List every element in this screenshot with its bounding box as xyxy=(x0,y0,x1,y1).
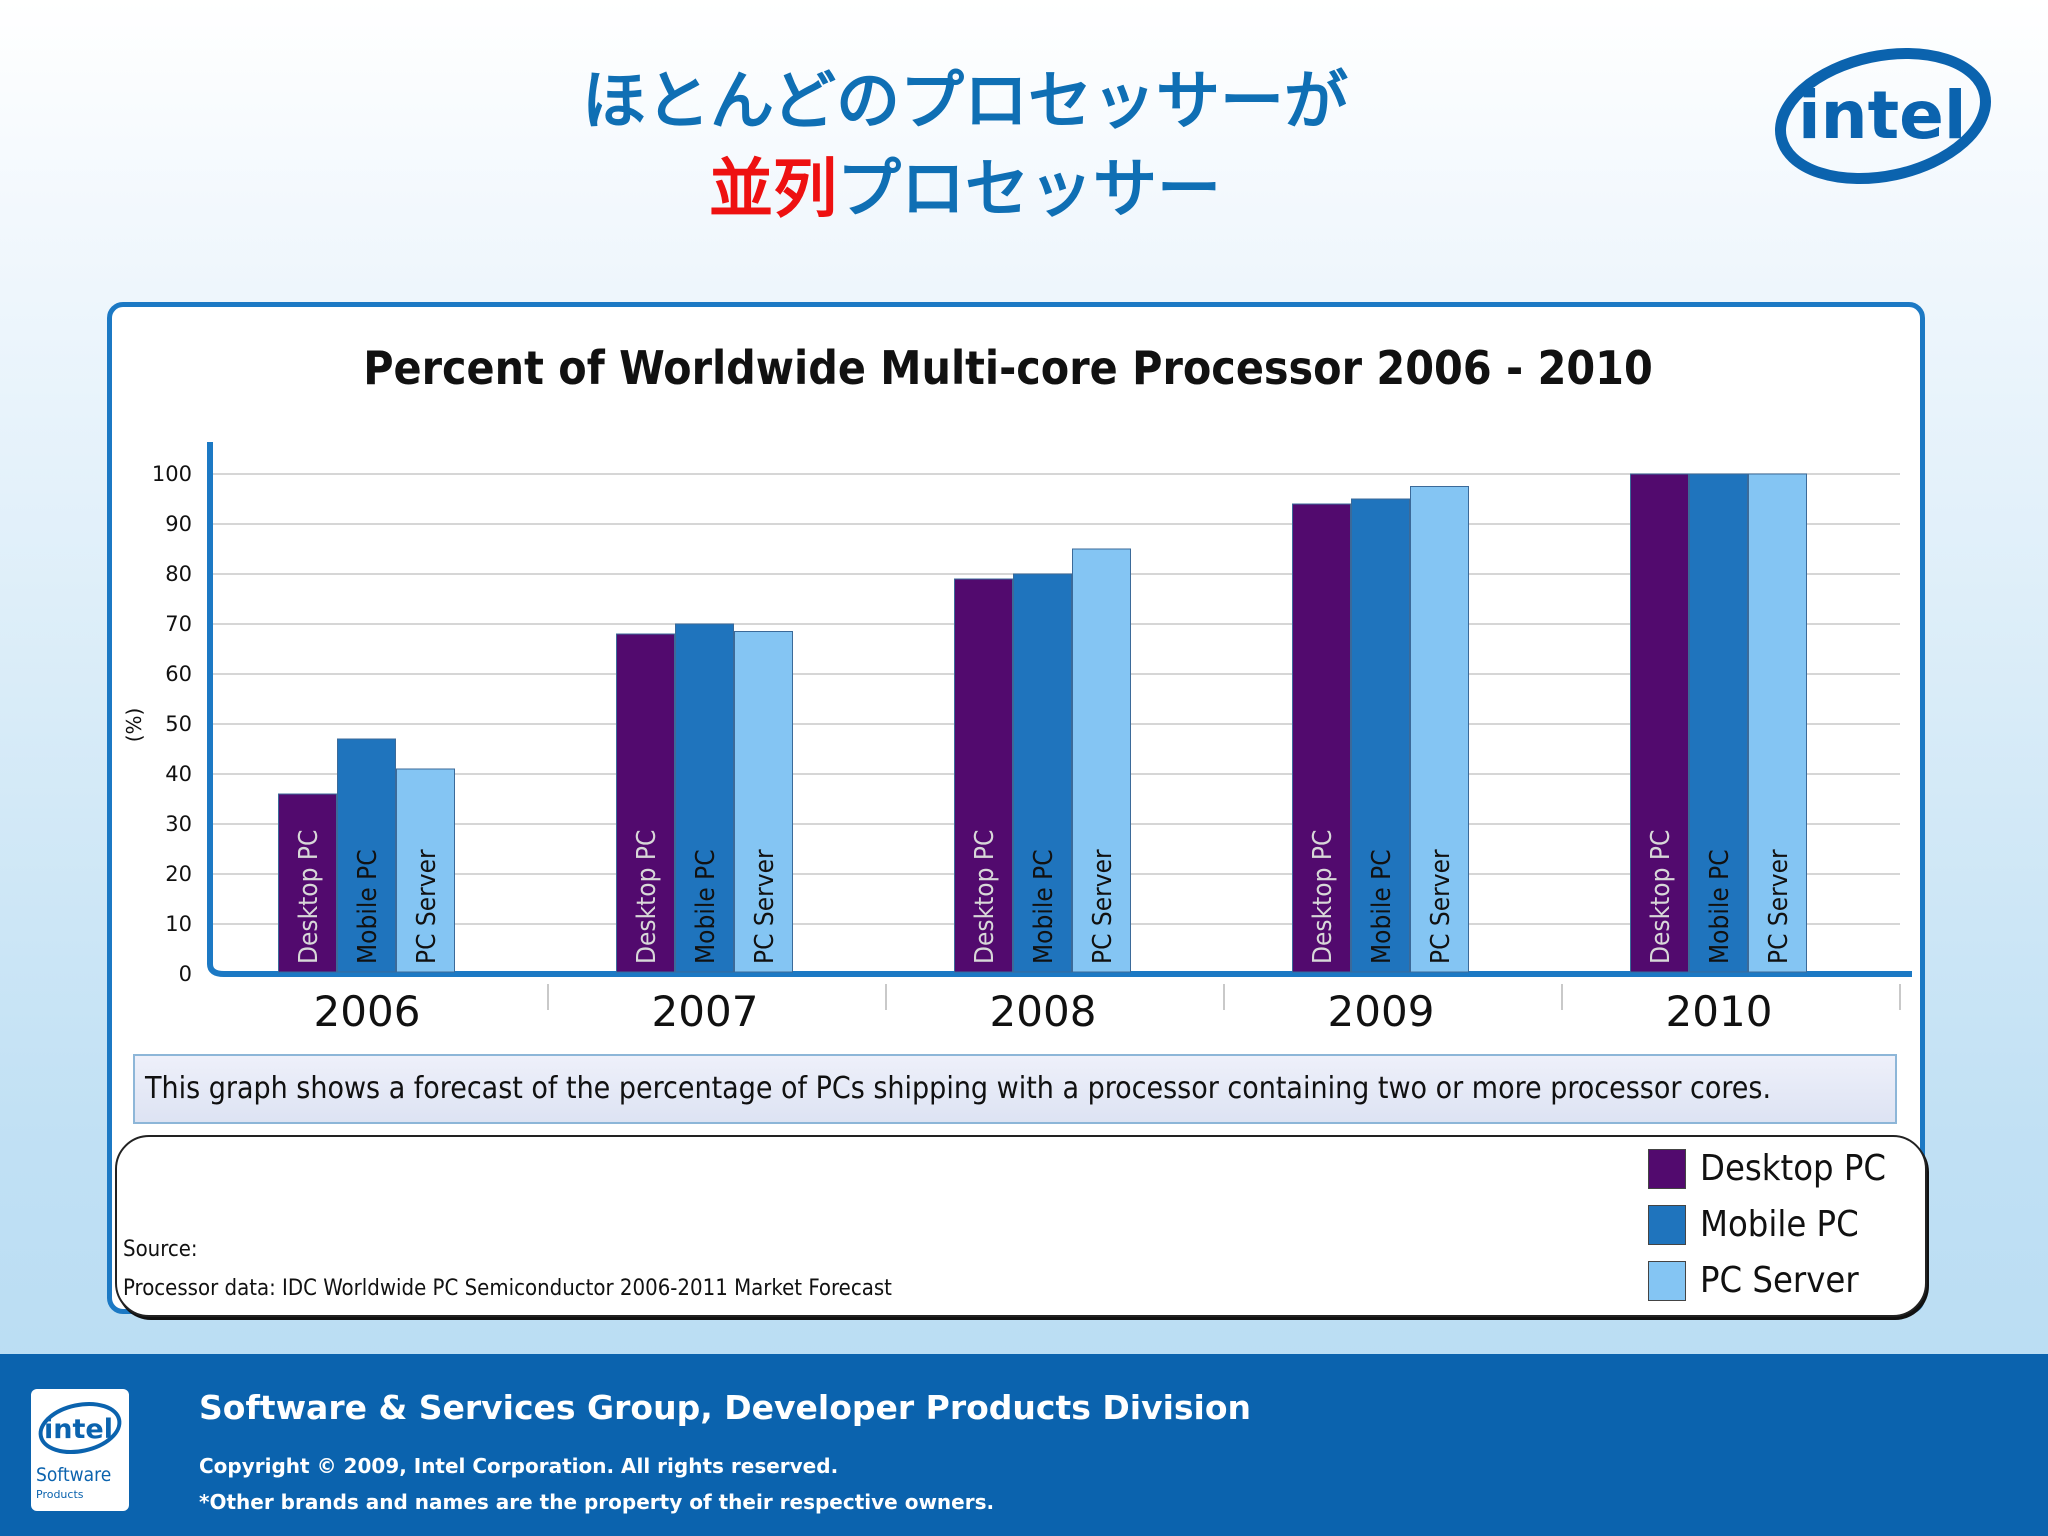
y-tick-label: 10 xyxy=(165,912,192,936)
bars: Desktop PC Mobile PC PC Server Desktop PC Mo… xyxy=(278,473,1807,973)
y-tick-label: 90 xyxy=(165,512,192,536)
footer-logo-products: Products xyxy=(36,1488,84,1501)
title-line-1: ほとんどのプロセッサーが xyxy=(581,65,1349,139)
bar-label: Mobile PC xyxy=(691,849,721,964)
bar-label: Mobile PC xyxy=(1029,849,1059,964)
bar-label: PC Server xyxy=(412,849,442,964)
legend-label-pc-server: PC Server xyxy=(1700,1260,1859,1301)
bar-label: Desktop PC xyxy=(1308,830,1338,964)
footer-group-name: Software & Services Group, Developer Pro… xyxy=(199,1388,1252,1427)
y-tick-label: 80 xyxy=(165,562,192,586)
bar-pc-server-2006 xyxy=(396,768,455,973)
legend-swatch-pc-server xyxy=(1648,1261,1686,1301)
bar-label: Mobile PC xyxy=(353,849,383,964)
bar-pc-server-2008 xyxy=(1072,548,1131,973)
bar-pc-server-2009 xyxy=(1410,486,1469,973)
bar-desktop-pc-2007 xyxy=(616,633,675,973)
x-tick-label: 2007 xyxy=(652,987,759,1036)
title-highlight: 並列 xyxy=(709,153,837,227)
intel-software-products-logo: intel Software Products xyxy=(31,1389,129,1511)
y-tick-label: 70 xyxy=(165,612,192,636)
y-axis-label: (%) xyxy=(122,708,146,743)
y-tick-label: 40 xyxy=(165,762,192,786)
bar-label: PC Server xyxy=(1088,849,1118,964)
bar-pc-server-2007 xyxy=(734,631,793,973)
chart-title: Percent of Worldwide Multi-core Processo… xyxy=(363,341,1653,395)
bar-label: Desktop PC xyxy=(1646,830,1676,964)
chart-caption: This graph shows a forecast of the perce… xyxy=(133,1054,1897,1124)
bar-desktop-pc-2010 xyxy=(1630,473,1689,973)
y-tick-label: 30 xyxy=(165,812,192,836)
legend-swatch-mobile-pc xyxy=(1648,1205,1686,1245)
bar-mobile-pc-2009 xyxy=(1351,498,1410,973)
bar-label: Mobile PC xyxy=(1705,849,1735,964)
bar-label: PC Server xyxy=(1764,849,1794,964)
bar-label: Desktop PC xyxy=(294,830,324,964)
footer xyxy=(0,1354,2048,1536)
bar-label: Desktop PC xyxy=(632,830,662,964)
bar-desktop-pc-2009 xyxy=(1292,503,1351,973)
bar-desktop-pc-2006 xyxy=(278,793,337,973)
x-tick-label: 2010 xyxy=(1666,987,1773,1036)
source-text: Processor data: IDC Worldwide PC Semicon… xyxy=(123,1276,892,1301)
title-line-2: プロセッサー xyxy=(837,153,1221,227)
source-label: Source: xyxy=(123,1237,198,1262)
legend-swatch-desktop-pc xyxy=(1648,1149,1686,1189)
bar-label: PC Server xyxy=(1426,849,1456,964)
intel-logo: intel xyxy=(1775,47,1991,185)
footer-logo-software: Software xyxy=(36,1464,111,1486)
bar-pc-server-2010 xyxy=(1748,473,1807,973)
bar-label: Desktop PC xyxy=(970,830,1000,964)
y-tick-label: 20 xyxy=(165,862,192,886)
y-tick-label: 50 xyxy=(165,712,192,736)
bar-mobile-pc-2010 xyxy=(1689,473,1748,973)
tick-labels: 0 10 20 30 40 50 60 70 80 90 100 2006 2007 2008 2009 20… xyxy=(152,462,1773,1036)
legend-label-desktop-pc: Desktop PC xyxy=(1700,1148,1887,1189)
x-tick-label: 2009 xyxy=(1328,987,1435,1036)
legend-source-box xyxy=(115,1135,1927,1317)
y-tick-label: 100 xyxy=(152,462,192,486)
bar-mobile-pc-2008 xyxy=(1013,573,1072,973)
footer-trademark: *Other brands and names are the property… xyxy=(199,1490,995,1514)
bar-mobile-pc-2007 xyxy=(675,623,734,973)
bar-label: Mobile PC xyxy=(1367,849,1397,964)
footer-logo-intel: intel xyxy=(44,1414,113,1445)
y-tick-label: 0 xyxy=(179,962,192,986)
intel-logo-text: intel xyxy=(1798,77,1967,154)
legend-label-mobile-pc: Mobile PC xyxy=(1700,1204,1859,1245)
footer-copyright: Copyright © 2009, Intel Corporation. All… xyxy=(199,1454,839,1478)
y-tick-label: 60 xyxy=(165,662,192,686)
bar-label: PC Server xyxy=(750,849,780,964)
axis-line xyxy=(207,442,1912,977)
slide-title: ほとんどのプロセッサーが 並列プロセッサー xyxy=(0,58,1930,234)
axes xyxy=(207,442,1912,1010)
x-tick-label: 2006 xyxy=(314,987,421,1036)
x-tick-label: 2008 xyxy=(990,987,1097,1036)
bar-desktop-pc-2008 xyxy=(954,578,1013,973)
bar-mobile-pc-2006 xyxy=(337,738,396,973)
